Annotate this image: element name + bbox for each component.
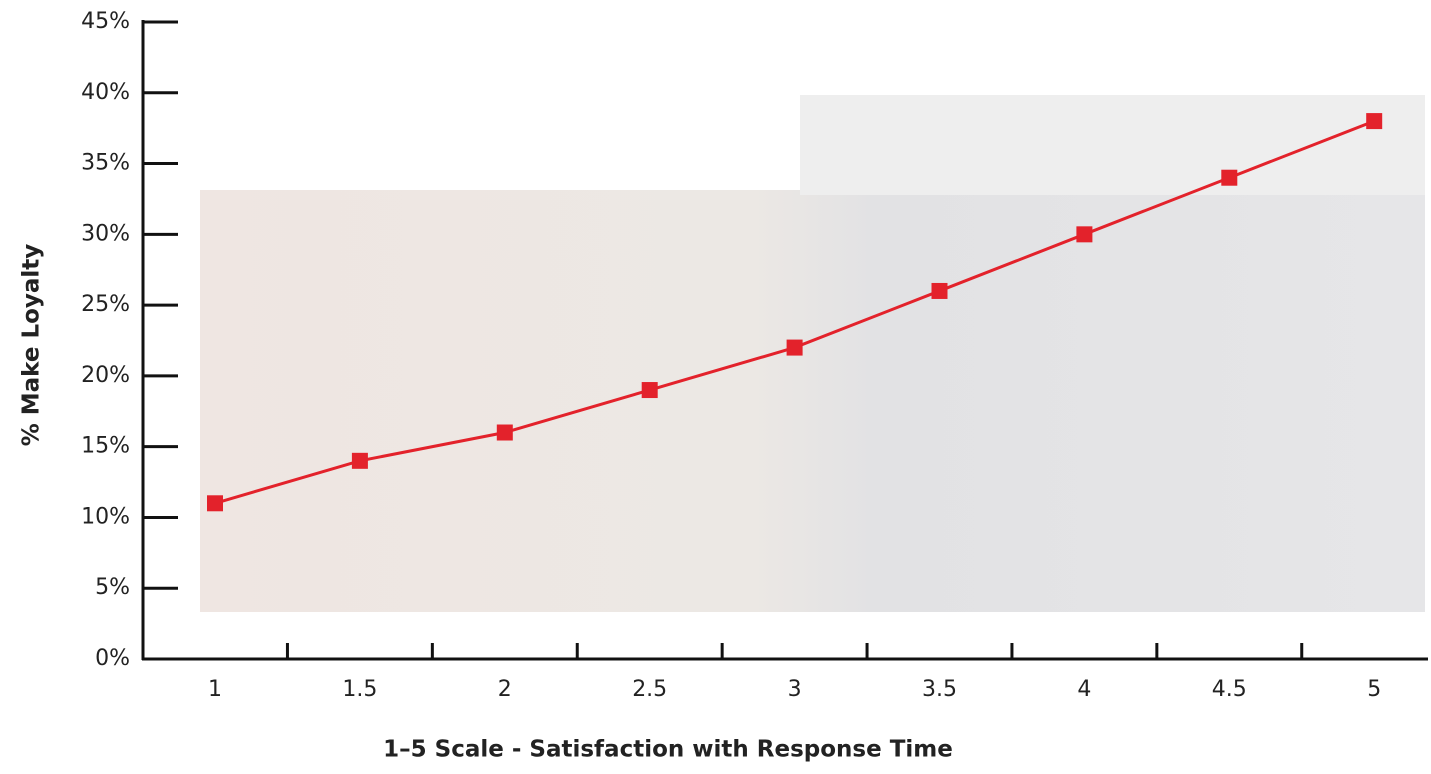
marker [932, 283, 948, 299]
x-tick-label: 1.5 [342, 677, 377, 702]
x-tick-label: 5 [1367, 677, 1381, 702]
x-tick-label: 4 [1077, 677, 1091, 702]
y-tick-label: 40% [81, 80, 130, 105]
marker [352, 453, 368, 469]
x-tick-label: 2 [498, 677, 512, 702]
y-tick-label: 5% [95, 575, 130, 600]
x-tick-label: 1 [208, 677, 222, 702]
marker [207, 495, 223, 511]
x-axis-title: 1–5 Scale - Satisfaction with Response T… [383, 737, 953, 763]
y-tick-label: 15% [81, 434, 130, 459]
marker [1221, 170, 1237, 186]
x-tick-label: 4.5 [1212, 677, 1247, 702]
y-tick-label: 20% [81, 363, 130, 388]
x-tick-label: 3.5 [922, 677, 957, 702]
marker [497, 425, 513, 441]
y-tick-label: 0% [95, 646, 130, 671]
y-tick-label: 10% [81, 504, 130, 529]
marker [1366, 113, 1382, 129]
chart: % Make Loyalty 1–5 Scale - Satisfaction … [0, 0, 1431, 770]
y-tick-label: 45% [81, 9, 130, 34]
marker [787, 340, 803, 356]
x-tick-label: 2.5 [632, 677, 667, 702]
background-photo [200, 190, 1425, 612]
background-photo [800, 95, 1425, 195]
y-axis-title: % Make Loyalty [19, 244, 45, 447]
y-tick-label: 25% [81, 292, 130, 317]
y-tick-label: 35% [81, 151, 130, 176]
marker [642, 382, 658, 398]
y-tick-label: 30% [81, 221, 130, 246]
x-tick-label: 3 [788, 677, 802, 702]
marker [1076, 226, 1092, 242]
